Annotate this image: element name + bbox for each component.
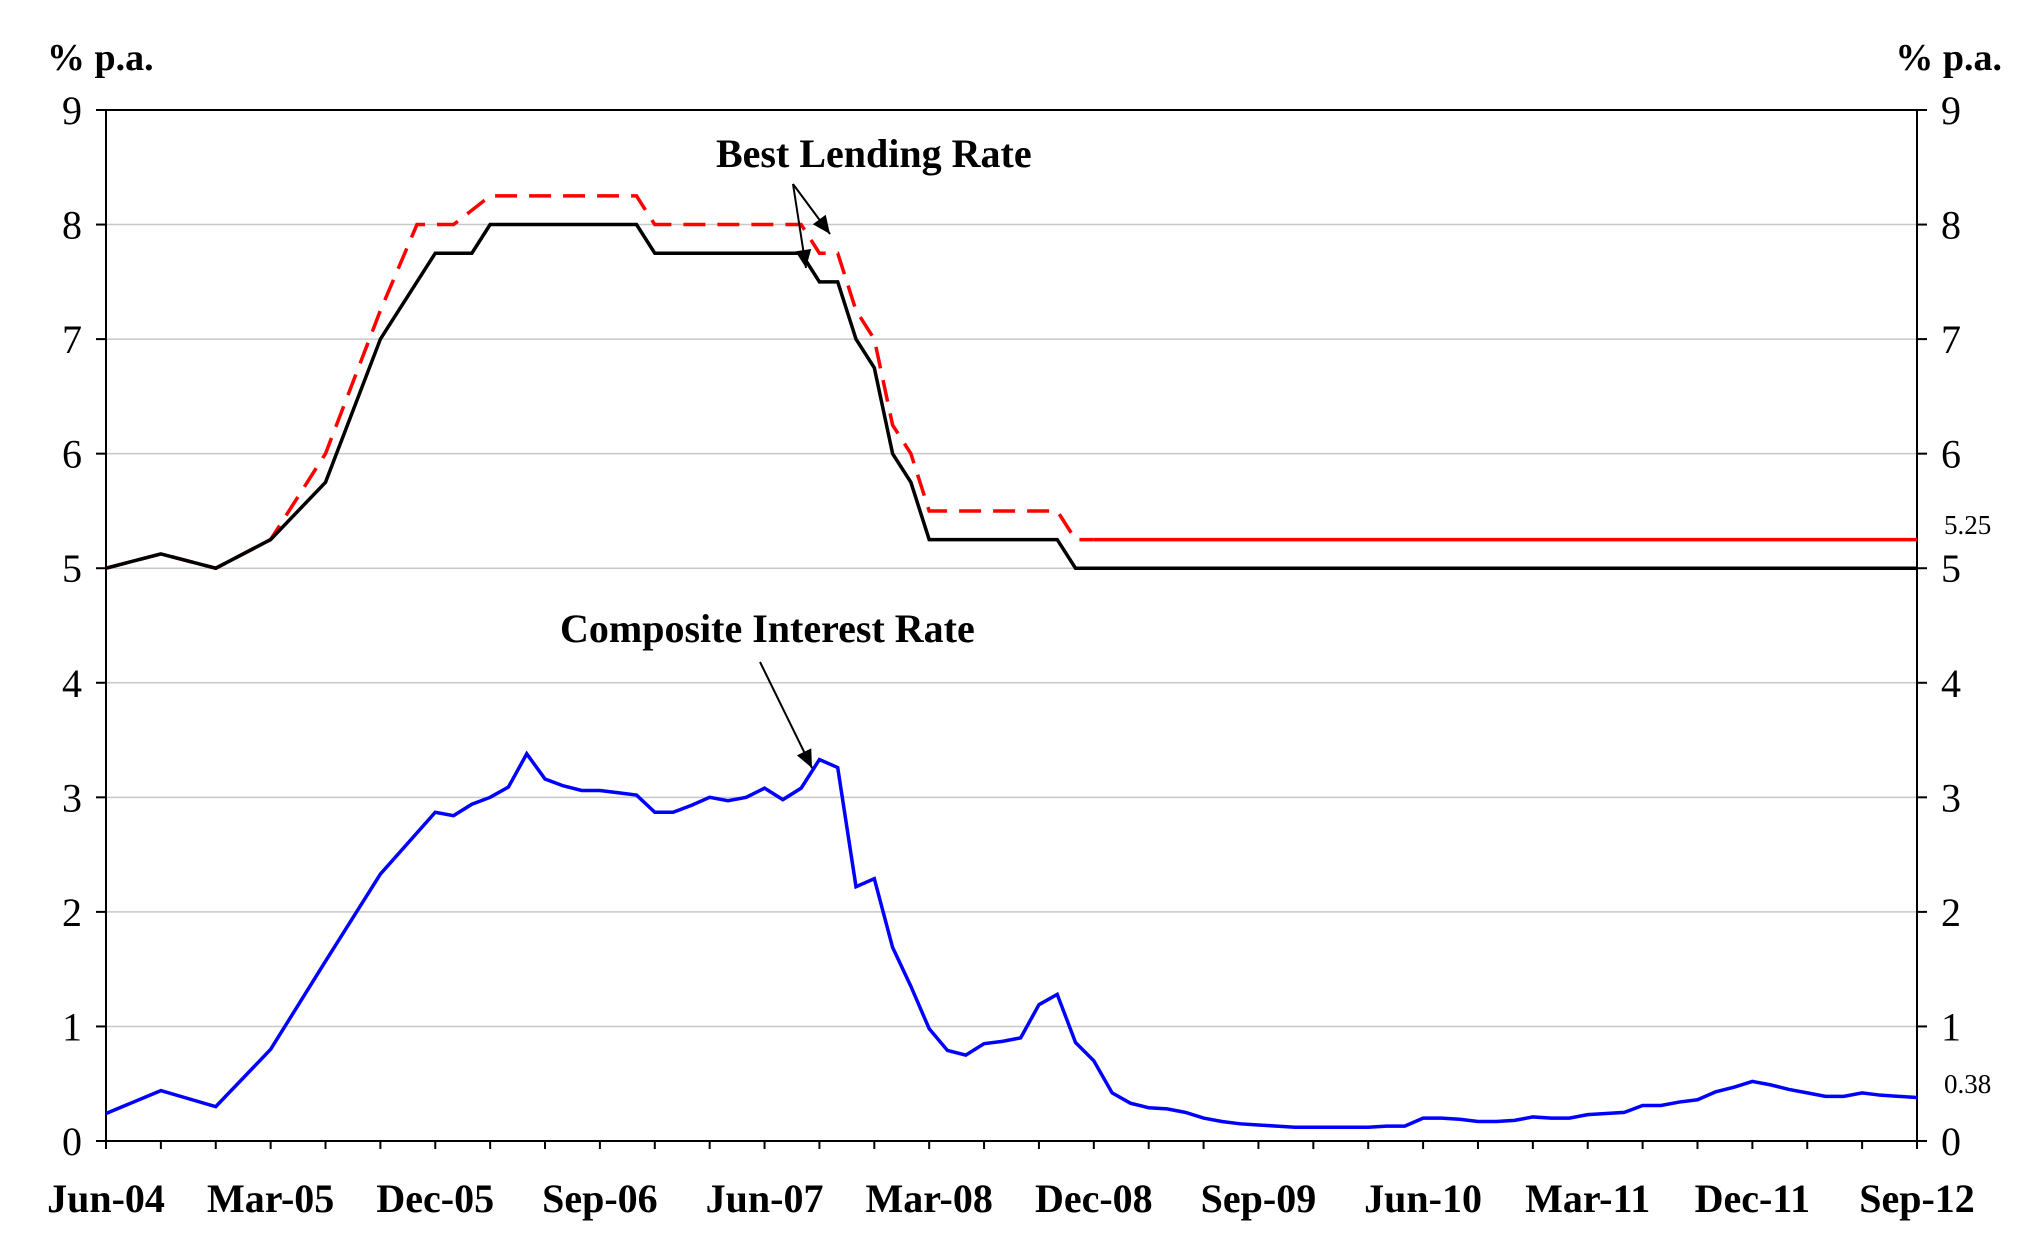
y-tick-label-left: 1 <box>62 1004 82 1049</box>
end-value-label-blue: 0.38 <box>1944 1069 1991 1099</box>
y-tick-label-left: 0 <box>62 1119 82 1164</box>
y-tick-label-left: 2 <box>62 890 82 935</box>
y-axis-unit-right: % p.a. <box>1895 37 2002 79</box>
x-tick-label: Mar-11 <box>1525 1176 1650 1221</box>
y-tick-label-right: 7 <box>1941 317 1961 362</box>
gridlines <box>106 223 1917 1028</box>
y-tick-label-right: 1 <box>1941 1004 1961 1049</box>
y-tick-label-right: 4 <box>1941 661 1961 706</box>
y-tick-label-right: 3 <box>1941 775 1961 820</box>
x-tick-label: Dec-05 <box>376 1176 494 1221</box>
y-tick-label-left: 3 <box>62 775 82 820</box>
x-tick-label: Dec-08 <box>1035 1176 1153 1221</box>
y-axis-unit-left: % p.a. <box>47 37 154 79</box>
series-line-composite-interest-rate <box>105 750 1918 1130</box>
x-tick-label: Mar-05 <box>207 1176 334 1221</box>
best-lending-rate-label: Best Lending Rate <box>716 131 1032 176</box>
composite-interest-rate-arrow-head <box>796 748 812 768</box>
x-tick-label: Sep-12 <box>1859 1176 1975 1221</box>
x-tick-label: Mar-08 <box>866 1176 993 1221</box>
best-lending-rate-arrow-black-head <box>795 248 812 268</box>
y-tick-label-left: 4 <box>62 661 82 706</box>
y-tick-label-left: 6 <box>62 432 82 477</box>
y-tick-label-right: 8 <box>1941 203 1961 248</box>
composite-interest-rate-arrow <box>759 661 813 769</box>
y-tick-label-right: 9 <box>1941 88 1961 133</box>
plot-frame <box>105 109 1918 1142</box>
composite-interest-rate-label: Composite Interest Rate <box>560 606 975 651</box>
y-tick-label-left: 9 <box>62 88 82 133</box>
axes: % p.a. % p.a. 0 0 1 1 2 2 3 3 4 4 5 5 6 6 7 7 8 8 9 9 Jun-04… <box>47 37 2002 1221</box>
x-tick-label: Jun-04 <box>47 1176 165 1221</box>
best-lending-rate-arrow-red-head <box>812 214 830 234</box>
series-line-best-lending-rate-dashed <box>105 194 1094 571</box>
y-tick-label-left: 7 <box>62 317 82 362</box>
x-tick-label: Dec-11 <box>1695 1176 1811 1221</box>
y-tick-label-right: 5 <box>1941 546 1961 591</box>
x-tick-label: Jun-10 <box>1364 1176 1482 1221</box>
x-tick-label: Sep-06 <box>542 1176 658 1221</box>
x-tick-label: Jun-07 <box>706 1176 824 1221</box>
series-line-best-lending-rate-black <box>105 222 1917 571</box>
annotations: Best Lending Rate Composite Interest Rat… <box>560 131 1991 1099</box>
y-tick-label-right: 2 <box>1941 890 1961 935</box>
x-tick-label: Sep-09 <box>1201 1176 1317 1221</box>
y-tick-label-left: 5 <box>62 546 82 591</box>
y-tick-label-right: 0 <box>1941 1119 1961 1164</box>
y-tick-label-right: 6 <box>1941 432 1961 477</box>
end-value-label-red: 5.25 <box>1944 510 1991 540</box>
y-tick-label-left: 8 <box>62 203 82 248</box>
series <box>105 194 1918 1130</box>
